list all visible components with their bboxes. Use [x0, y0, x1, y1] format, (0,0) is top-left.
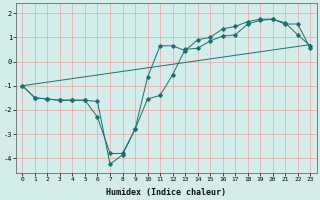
X-axis label: Humidex (Indice chaleur): Humidex (Indice chaleur) [106, 188, 226, 197]
